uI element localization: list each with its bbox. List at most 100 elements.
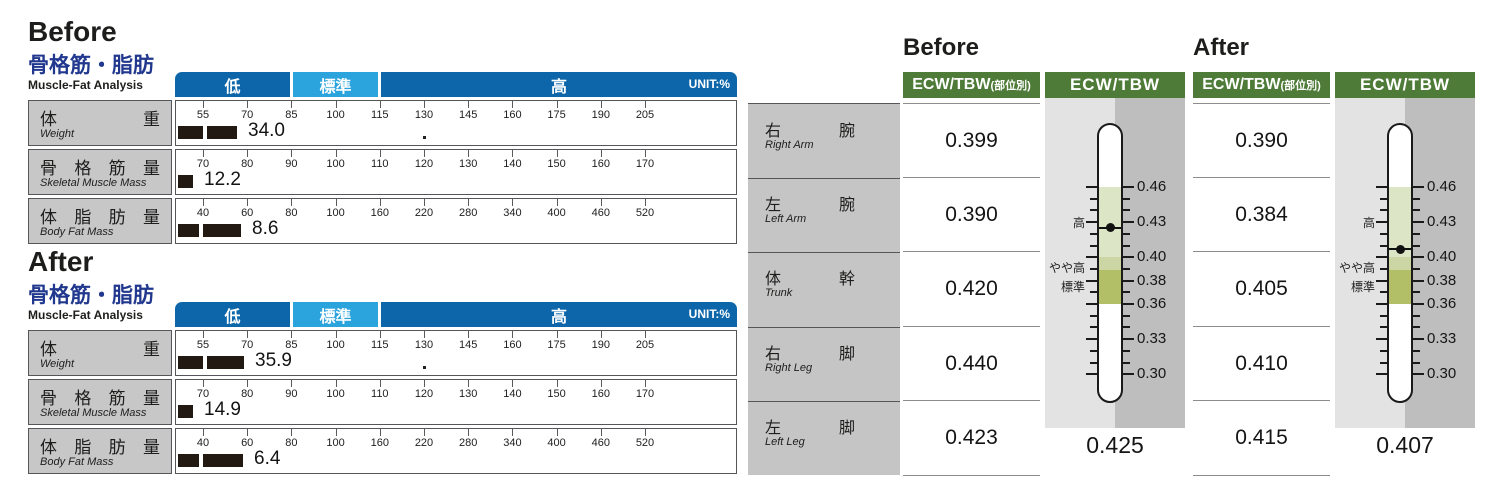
axis-tick-label: 145 [459,339,478,351]
segment-label-right-arm: 右腕 Right Arm [748,104,900,179]
gauge-tick [1123,349,1130,352]
axis-tick-label: 160 [370,207,389,219]
row-label-weight: 体重 Weight [28,100,172,146]
axis-tick-label: 120 [414,388,434,400]
gauge-tick [1376,279,1387,282]
measurement-chart-body-fat-mass: 40 60 80 100 160 220 280 340 400 460 520 8.6 [175,198,737,244]
ecw-section-before: Before ECW/TBW (部位別) 0.399 0.390 0.420 0… [903,34,1185,484]
axis-tick-label: 85 [285,339,298,351]
segment-label-jp: 右腕 [765,123,855,140]
row-divider [1193,326,1330,327]
axis-tick [424,429,425,436]
axis-tick [600,429,602,436]
measurement-value: 8.6 [252,218,279,239]
axis-tick-label: 160 [503,339,522,351]
bar-segment [178,356,203,369]
gauge-tick [1123,232,1130,235]
measurement-chart-skeletal-muscle-mass: 70 80 90 100 110 120 130 140 150 160 170 12.2 [175,149,737,195]
section-subtitle-en: Muscle-Fat Analysis [28,308,143,322]
row-divider [1193,251,1330,252]
gauge-tick [1123,373,1134,376]
axis-tick [512,429,514,436]
axis-tick-label: 100 [326,388,345,400]
range-zone-standard: 標準 [293,302,378,327]
row-label-weight: 体重 Weight [28,330,172,376]
row-divider [1193,475,1330,476]
axis-tick [335,150,337,157]
measurement-chart-skeletal-muscle-mass: 70 80 90 100 110 120 130 140 150 160 170 14.9 [175,379,737,425]
gauge-tick [1090,232,1097,235]
segment-label-left-leg: 左脚 Left Leg [748,401,900,476]
row-label-en: Body Fat Mass [40,226,114,238]
gauge-tick [1090,244,1097,247]
axis-tick-label: 140 [503,158,522,170]
muscle-fat-section-after: After 骨格筋・脂肪 Muscle-Fat Analysis 低 標準 高 … [28,246,740,482]
row-label-jp: 体脂肪量 [40,208,160,227]
gauge-tick [1413,232,1420,235]
gauge-body: 高やや高 標準 0.30 0.33 0.36 0.38 0.40 0.43 0.46 [1335,98,1475,428]
segmental-header-text: ECW/TBW [1202,76,1281,93]
gauge-tick [1123,303,1134,305]
segment-label-jp: 右脚 [765,346,855,363]
row-label-en: Skeletal Muscle Mass [40,407,147,419]
measurement-chart-weight: 55 70 85 100 115 130 145 160 175 190 205 34.0 [175,100,737,146]
gauge-tick-label: 0.43 [1427,213,1457,231]
axis-tick-label: 160 [591,388,610,400]
gauge-tick [1380,232,1387,235]
ecw-value-trunk: 0.420 [945,276,998,300]
row-divider [903,103,1040,104]
axis-tick-label: 90 [285,158,298,170]
axis-tick-label: 460 [591,437,610,449]
axis-tick-label: 175 [547,339,566,351]
segment-label-en: Left Leg [765,436,805,448]
axis-tick-label: 80 [241,388,254,400]
section-subtitle-en: Muscle-Fat Analysis [28,78,143,92]
gauge-tick [1123,326,1130,329]
gauge-tick [1086,303,1097,305]
bar-segment [207,356,244,369]
gauge-tick [1123,338,1134,341]
axis-tick-label: 100 [326,158,345,170]
measurement-value: 12.2 [204,169,241,190]
ecw-value-left-leg: 0.415 [1235,425,1288,449]
measurement-value: 35.9 [255,350,292,371]
ecw-value-right-leg: 0.440 [945,351,998,375]
measurement-chart-weight: 55 70 85 100 115 130 145 160 175 190 205 35.9 [175,330,737,376]
segment-label-en: Left Arm [765,213,807,225]
axis-tick-label: 115 [371,339,389,351]
axis-tick [247,380,249,387]
axis-tick [600,199,602,206]
axis-tick-label: 60 [241,207,254,219]
segment-label-trunk: 体幹 Trunk [748,252,900,327]
gauge-tick [1380,326,1387,329]
row-label-jp: 体重 [40,110,160,129]
gauge-tick [1376,186,1387,188]
axis-tick-label: 115 [371,109,389,121]
axis-tick [291,150,293,157]
gauge-tick [1380,209,1387,212]
ecw-section-after: After ECW/TBW (部位別) 0.390 0.384 0.405 0.… [1193,34,1475,484]
gauge-tick [1090,197,1097,200]
axis-tick-label: 150 [547,388,566,400]
gauge-zone-label: やや高 [1338,260,1375,275]
gauge-tick [1413,186,1424,188]
gauge-tick-label: 0.33 [1427,330,1457,348]
axis-tick-label: 70 [196,158,210,170]
ecw-value-left-arm: 0.390 [945,202,998,226]
row-divider [748,252,900,253]
axis-tick-label: 100 [326,109,345,121]
range-zone-low: 低 [175,72,290,97]
gauge-tick [1086,186,1097,188]
axis-tick [247,429,249,436]
axis-tick [247,199,249,206]
axis-tick-label: 110 [371,388,389,400]
bar-segment [207,126,237,139]
row-divider [903,326,1040,327]
gauge-tick [1123,186,1134,188]
axis-tick-label: 460 [591,207,610,219]
axis-tick-label: 520 [635,437,655,449]
row-label-en: Skeletal Muscle Mass [40,177,147,189]
axis-tick-label: 100 [326,339,345,351]
bar-segment [178,224,199,237]
axis-tick-label: 190 [591,109,610,121]
